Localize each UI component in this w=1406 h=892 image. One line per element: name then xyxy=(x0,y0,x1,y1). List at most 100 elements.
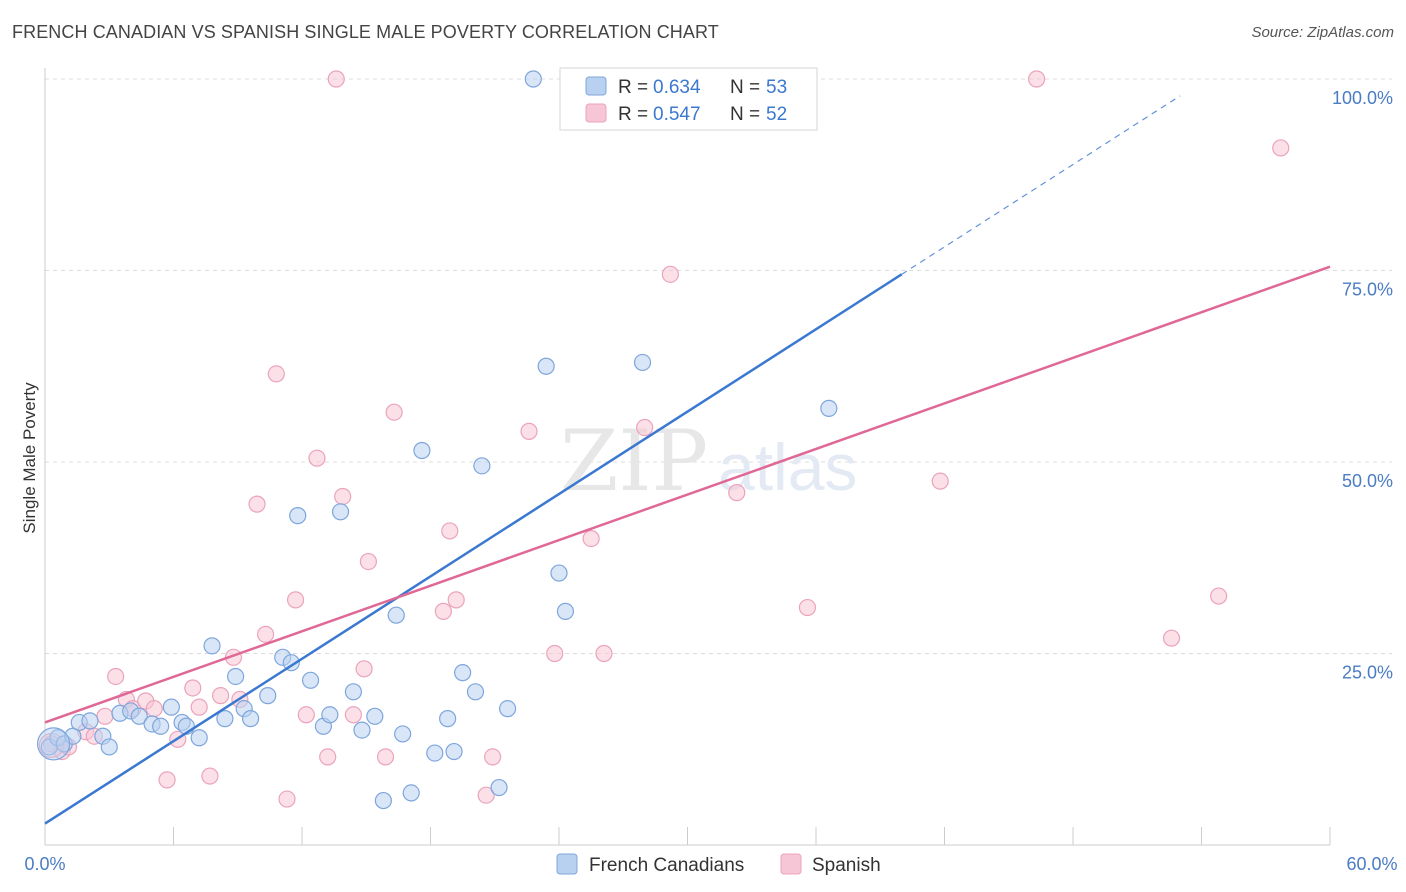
french-canadian-point-29 xyxy=(331,503,350,521)
french-canadian-point-24 xyxy=(282,654,300,672)
french-canadian-point-21 xyxy=(242,710,260,728)
spanish-point-31 xyxy=(359,552,377,571)
french-canadian-point-34 xyxy=(387,606,405,624)
spanish-point-50 xyxy=(1162,629,1181,647)
french-canadian-point-39 xyxy=(439,710,457,728)
french-canadian-point-41 xyxy=(454,664,472,682)
correlation-legend: R = 0.634 N = 53 R = 0.547 N = 52 xyxy=(559,67,818,131)
french-canadian-point-33 xyxy=(374,791,392,810)
series-legend: French Canadians Spanish xyxy=(556,853,881,876)
french-canadian-point-22 xyxy=(259,687,277,705)
french-canadian-cluster-point xyxy=(36,727,71,761)
y-tick-label-25: 25.0% xyxy=(1342,663,1393,683)
french-canadian-points xyxy=(36,70,838,810)
chart-title: FRENCH CANADIAN VS SPANISH SINGLE MALE P… xyxy=(12,22,719,42)
spanish-point-5 xyxy=(96,707,114,725)
spanish-point-41 xyxy=(582,529,600,548)
series-legend-spanish: Spanish xyxy=(812,855,881,876)
spanish-point-26 xyxy=(319,748,337,766)
spanish-point-27 xyxy=(327,70,345,88)
legend-n-label-2: N = xyxy=(730,104,760,125)
spanish-point-28 xyxy=(334,487,352,506)
french-canadian-point-35 xyxy=(394,725,412,743)
french-canadian-point-49 xyxy=(556,602,575,620)
french-canadian-point-19 xyxy=(227,667,245,686)
french-canadian-point-43 xyxy=(473,457,491,475)
french-canadian-point-48 xyxy=(550,564,568,582)
legend-n-value-1: 53 xyxy=(766,77,787,98)
series-legend-french-canadians: French Canadians xyxy=(589,855,744,876)
spanish-point-38 xyxy=(484,748,502,766)
french-canadian-point-51 xyxy=(633,353,652,372)
french-canadian-point-13 xyxy=(162,698,180,716)
spanish-point-22 xyxy=(278,790,296,808)
legend-r-value-1: 0.634 xyxy=(653,77,701,98)
french-canadian-point-45 xyxy=(499,700,517,718)
legend-swatch-blue xyxy=(585,76,607,96)
legend-r-label-2: R = xyxy=(618,104,648,125)
spanish-point-6 xyxy=(107,667,125,686)
grid-lines xyxy=(45,78,1392,654)
axes xyxy=(44,68,1331,846)
spanish-point-37 xyxy=(477,786,495,804)
spanish-point-30 xyxy=(355,660,373,678)
x-tick-label-min: 0.0% xyxy=(24,854,65,874)
french-canadian-point-5 xyxy=(81,712,99,730)
series-legend-swatch-french-canadians xyxy=(556,853,578,875)
french-canadian-point-16 xyxy=(190,729,208,747)
spanish-point-42 xyxy=(595,644,613,663)
french-canadian-point-32 xyxy=(366,707,384,725)
x-tick-labels: 0.0% 60.0% xyxy=(24,854,1397,874)
spanish-point-45 xyxy=(661,265,679,283)
spanish-point-46 xyxy=(728,484,746,502)
spanish-point-25 xyxy=(308,449,326,467)
french-canadian-point-31 xyxy=(353,721,371,739)
spanish-point-10 xyxy=(145,700,163,718)
spanish-point-34 xyxy=(434,602,452,620)
legend-r-label-1: R = xyxy=(618,77,648,98)
y-tick-labels: 25.0% 50.0% 75.0% 100.0% xyxy=(1332,88,1393,683)
french-canadian-point-40 xyxy=(445,742,463,761)
spanish-point-36 xyxy=(447,591,465,609)
french-canadian-point-47 xyxy=(537,357,555,375)
french-canadian-point-52 xyxy=(820,399,838,417)
x-tick-label-max: 60.0% xyxy=(1346,854,1397,874)
spanish-point-11 xyxy=(158,771,176,789)
y-tick-label-50: 50.0% xyxy=(1342,471,1393,491)
spanish-point-32 xyxy=(376,748,395,766)
spanish-points xyxy=(38,70,1290,808)
french-canadian-point-25 xyxy=(289,507,307,525)
spanish-point-52 xyxy=(1272,139,1290,157)
spanish-point-33 xyxy=(385,403,403,421)
french-canadian-trend-line xyxy=(44,273,903,825)
spanish-point-16 xyxy=(212,687,230,705)
spanish-point-48 xyxy=(931,472,949,490)
french-canadian-point-42 xyxy=(466,683,485,701)
spanish-point-20 xyxy=(256,625,275,643)
source-credit: Source: ZipAtlas.com xyxy=(1251,24,1394,41)
y-tick-label-75: 75.0% xyxy=(1342,280,1393,300)
french-canadian-trend-extension xyxy=(901,95,1181,275)
french-canadian-point-26 xyxy=(301,671,320,689)
spanish-point-13 xyxy=(184,679,202,697)
french-canadian-point-36 xyxy=(402,784,420,802)
french-canadian-point-37 xyxy=(413,441,431,460)
legend-n-label-1: N = xyxy=(730,77,760,98)
spanish-point-29 xyxy=(344,706,362,724)
watermark-zip: ZIP xyxy=(560,412,708,510)
spanish-point-35 xyxy=(441,522,459,540)
spanish-trend-line xyxy=(44,265,1331,724)
spanish-point-40 xyxy=(546,644,564,663)
french-canadian-point-12 xyxy=(152,717,170,735)
spanish-point-44 xyxy=(636,418,654,437)
french-canadian-point-46 xyxy=(524,70,542,88)
spanish-point-21 xyxy=(267,365,285,383)
spanish-point-39 xyxy=(520,422,538,440)
spanish-point-15 xyxy=(201,767,219,785)
french-canadian-point-38 xyxy=(426,744,444,762)
french-canadian-point-7 xyxy=(100,738,118,756)
legend-swatch-pink xyxy=(585,103,607,123)
french-canadian-point-30 xyxy=(344,683,362,701)
spanish-point-51 xyxy=(1210,587,1228,605)
